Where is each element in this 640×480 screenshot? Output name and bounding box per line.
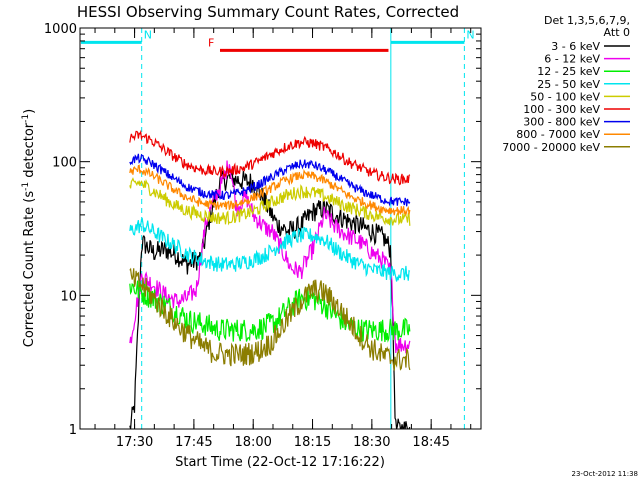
x-tick-label: 18:15 (294, 435, 331, 450)
x-axis-label: Start Time (22-Oct-12 17:16:22) (175, 455, 385, 470)
legend-label: 100 - 300 keV (523, 103, 600, 116)
chart-title: HESSI Observing Summary Count Rates, Cor… (77, 3, 459, 21)
legend-header-detectors: Det 1,3,5,6,7,9, (544, 14, 630, 27)
legend-label: 25 - 50 keV (537, 78, 600, 91)
y-tick-label: 100 (52, 156, 77, 171)
x-tick-label: 18:30 (353, 435, 390, 450)
x-tick-label: 18:45 (412, 435, 449, 450)
x-tick-label: 17:45 (175, 435, 212, 450)
x-tick-label: 18:00 (234, 435, 271, 450)
series-line (129, 153, 411, 207)
series-line (129, 129, 411, 186)
timestamp: 23-Oct-2012 11:38 (572, 470, 638, 478)
series-line (129, 160, 411, 354)
flag-label: F (208, 36, 214, 49)
series-line (129, 217, 411, 282)
legend-label: 3 - 6 keV (551, 40, 600, 53)
legend-header-attenuator: Att 0 (604, 26, 630, 39)
legend-label: 50 - 100 keV (530, 90, 600, 103)
plot-frame (79, 27, 482, 430)
flag-label: N (466, 28, 474, 41)
flag-label: N (144, 28, 152, 41)
legend-label: 300 - 800 keV (523, 116, 600, 129)
legend-label: 800 - 7000 keV (516, 128, 600, 141)
y-axis-label: Corrected Count Rate (s-1 detector-1) (21, 109, 37, 347)
y-tick-label: 10 (60, 289, 77, 304)
y-tick-label: 1 (69, 423, 77, 438)
series-line (129, 164, 411, 217)
y-tick-label: 1000 (44, 22, 77, 37)
series-line (129, 177, 411, 226)
x-tick-label: 17:30 (116, 435, 153, 450)
series-line (129, 280, 411, 343)
series-line (129, 169, 411, 429)
legend-label: 12 - 25 keV (537, 65, 600, 78)
legend-label: 6 - 12 keV (544, 53, 600, 66)
series-line (129, 267, 411, 371)
legend-label: 7000 - 20000 keV (502, 141, 600, 154)
